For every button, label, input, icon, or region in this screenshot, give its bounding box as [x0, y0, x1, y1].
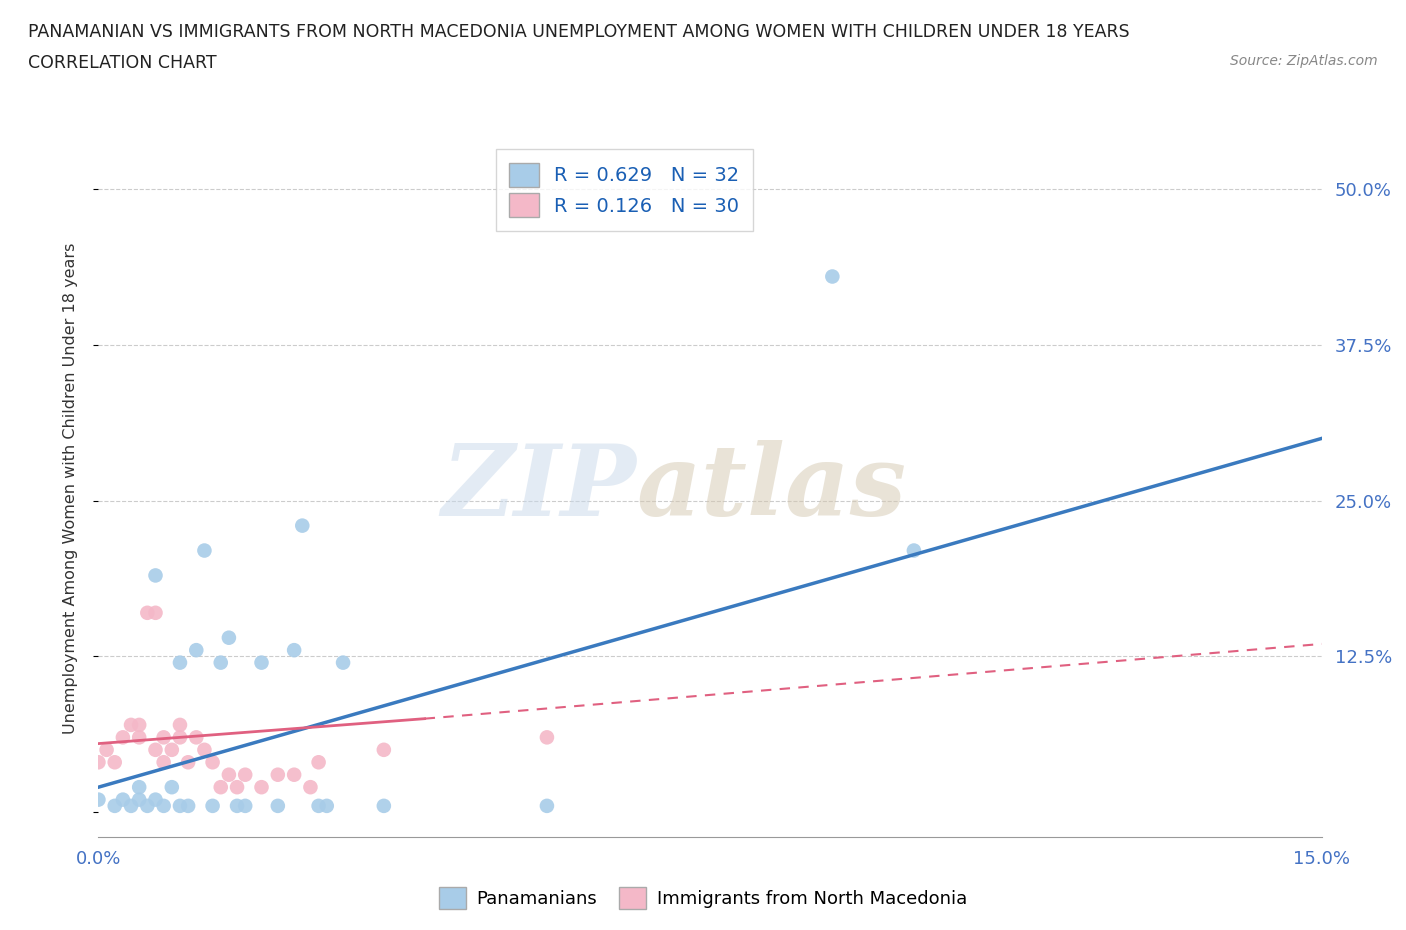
Y-axis label: Unemployment Among Women with Children Under 18 years: Unemployment Among Women with Children U… — [63, 243, 77, 734]
Point — [201, 799, 224, 814]
Text: Source: ZipAtlas.com: Source: ZipAtlas.com — [1230, 54, 1378, 68]
Point — [267, 767, 290, 782]
Point — [111, 792, 134, 807]
Point — [233, 799, 256, 814]
Point — [299, 779, 322, 794]
Point — [821, 269, 844, 284]
Point — [160, 742, 183, 757]
Point — [145, 742, 167, 757]
Point — [177, 755, 200, 770]
Point — [145, 568, 167, 583]
Point — [373, 742, 395, 757]
Text: ZIP: ZIP — [441, 440, 637, 537]
Point — [193, 742, 215, 757]
Point — [186, 730, 208, 745]
Point — [201, 755, 224, 770]
Point — [332, 656, 354, 671]
Point — [536, 799, 558, 814]
Point — [218, 767, 240, 782]
Point — [283, 643, 305, 658]
Point — [250, 656, 273, 671]
Point — [209, 656, 232, 671]
Point — [186, 643, 208, 658]
Point — [226, 799, 249, 814]
Legend: Panamanians, Immigrants from North Macedonia: Panamanians, Immigrants from North Maced… — [432, 880, 974, 916]
Point — [145, 605, 167, 620]
Point — [233, 767, 256, 782]
Point — [152, 799, 174, 814]
Point — [169, 717, 191, 732]
Text: CORRELATION CHART: CORRELATION CHART — [28, 54, 217, 72]
Point — [267, 799, 290, 814]
Point — [120, 717, 142, 732]
Point — [104, 755, 127, 770]
Point — [128, 730, 150, 745]
Point — [152, 755, 174, 770]
Point — [218, 631, 240, 645]
Point — [536, 730, 558, 745]
Point — [111, 730, 134, 745]
Point — [96, 742, 118, 757]
Point — [87, 792, 110, 807]
Point — [120, 799, 142, 814]
Point — [226, 779, 249, 794]
Point — [136, 799, 159, 814]
Point — [308, 755, 330, 770]
Point — [87, 755, 110, 770]
Point — [903, 543, 925, 558]
Point — [291, 518, 314, 533]
Point — [104, 799, 127, 814]
Point — [193, 543, 215, 558]
Point — [250, 779, 273, 794]
Point — [136, 605, 159, 620]
Point — [152, 730, 174, 745]
Point — [315, 799, 337, 814]
Point — [145, 792, 167, 807]
Point — [177, 799, 200, 814]
Point — [209, 779, 232, 794]
Point — [169, 799, 191, 814]
Point — [283, 767, 305, 782]
Legend: R = 0.629   N = 32, R = 0.126   N = 30: R = 0.629 N = 32, R = 0.126 N = 30 — [496, 149, 754, 231]
Point — [169, 730, 191, 745]
Point — [128, 717, 150, 732]
Text: PANAMANIAN VS IMMIGRANTS FROM NORTH MACEDONIA UNEMPLOYMENT AMONG WOMEN WITH CHIL: PANAMANIAN VS IMMIGRANTS FROM NORTH MACE… — [28, 23, 1130, 41]
Point — [373, 799, 395, 814]
Point — [308, 799, 330, 814]
Point — [169, 656, 191, 671]
Point — [128, 779, 150, 794]
Point — [128, 792, 150, 807]
Text: atlas: atlas — [637, 440, 907, 537]
Point — [160, 779, 183, 794]
